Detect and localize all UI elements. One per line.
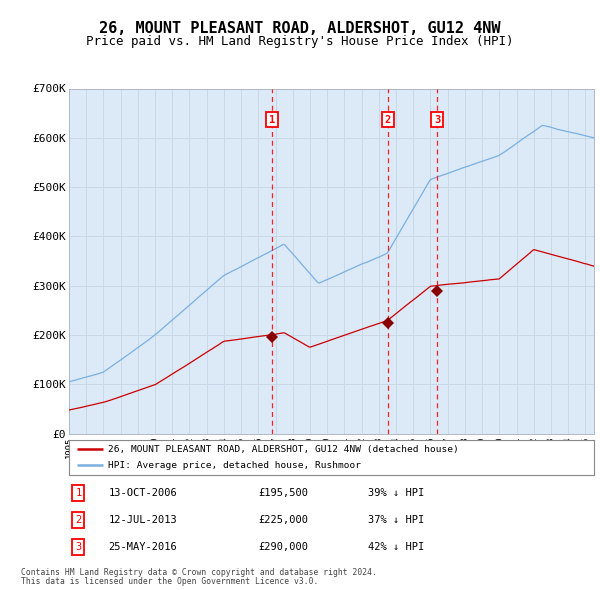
Text: 2: 2 xyxy=(385,114,391,124)
Text: 13-OCT-2006: 13-OCT-2006 xyxy=(109,488,177,498)
Text: 3: 3 xyxy=(434,114,440,124)
Text: 3: 3 xyxy=(76,542,82,552)
Text: 25-MAY-2016: 25-MAY-2016 xyxy=(109,542,177,552)
Text: 37% ↓ HPI: 37% ↓ HPI xyxy=(368,515,425,525)
Bar xyxy=(272,88,437,434)
Text: 1: 1 xyxy=(76,488,82,498)
Text: Price paid vs. HM Land Registry's House Price Index (HPI): Price paid vs. HM Land Registry's House … xyxy=(86,35,514,48)
Text: 2: 2 xyxy=(76,515,82,525)
Text: 26, MOUNT PLEASANT ROAD, ALDERSHOT, GU12 4NW (detached house): 26, MOUNT PLEASANT ROAD, ALDERSHOT, GU12… xyxy=(109,445,459,454)
Text: 42% ↓ HPI: 42% ↓ HPI xyxy=(368,542,425,552)
Text: This data is licensed under the Open Government Licence v3.0.: This data is licensed under the Open Gov… xyxy=(21,576,319,586)
Text: Contains HM Land Registry data © Crown copyright and database right 2024.: Contains HM Land Registry data © Crown c… xyxy=(21,568,377,577)
Text: £195,500: £195,500 xyxy=(258,488,308,498)
Text: 39% ↓ HPI: 39% ↓ HPI xyxy=(368,488,425,498)
Text: £225,000: £225,000 xyxy=(258,515,308,525)
Text: HPI: Average price, detached house, Rushmoor: HPI: Average price, detached house, Rush… xyxy=(109,461,361,470)
Text: 26, MOUNT PLEASANT ROAD, ALDERSHOT, GU12 4NW: 26, MOUNT PLEASANT ROAD, ALDERSHOT, GU12… xyxy=(99,21,501,35)
Text: 12-JUL-2013: 12-JUL-2013 xyxy=(109,515,177,525)
Text: £290,000: £290,000 xyxy=(258,542,308,552)
Text: 1: 1 xyxy=(269,114,275,124)
